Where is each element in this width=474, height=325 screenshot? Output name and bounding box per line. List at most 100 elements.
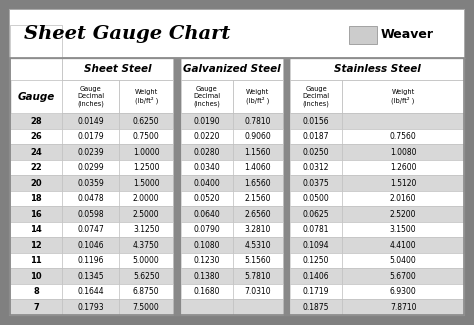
Bar: [290, 237, 342, 253]
Bar: [233, 284, 283, 299]
Text: 1.1560: 1.1560: [245, 148, 271, 157]
Text: 7.5000: 7.5000: [133, 303, 160, 312]
Text: 5.1560: 5.1560: [245, 256, 271, 265]
Text: 10: 10: [30, 272, 42, 281]
Bar: [342, 144, 464, 160]
Bar: [290, 175, 342, 191]
Text: 11: 11: [30, 256, 42, 265]
Bar: [10, 58, 464, 315]
Bar: [62, 58, 173, 80]
Bar: [62, 160, 119, 175]
Bar: [342, 191, 464, 206]
Bar: [181, 268, 233, 284]
Bar: [10, 129, 62, 144]
Bar: [233, 206, 283, 222]
Bar: [342, 284, 464, 299]
Text: 0.0359: 0.0359: [77, 179, 104, 188]
Text: 4.3750: 4.3750: [133, 241, 160, 250]
Text: 0.1875: 0.1875: [303, 303, 329, 312]
Text: 0.9060: 0.9060: [245, 132, 271, 141]
Text: 1.4060: 1.4060: [245, 163, 271, 172]
Text: 0.0220: 0.0220: [193, 132, 220, 141]
Bar: [10, 268, 62, 284]
Bar: [342, 113, 464, 129]
Bar: [342, 175, 464, 191]
Text: 0.0781: 0.0781: [303, 225, 329, 234]
Bar: [233, 191, 283, 206]
Text: 2.6560: 2.6560: [245, 210, 271, 219]
Bar: [181, 206, 233, 222]
Bar: [342, 268, 464, 284]
Bar: [233, 129, 283, 144]
Text: Galvanized Steel: Galvanized Steel: [183, 64, 281, 74]
Bar: [342, 206, 464, 222]
Bar: [233, 160, 283, 175]
Bar: [290, 160, 342, 175]
Bar: [290, 284, 342, 299]
Bar: [233, 268, 283, 284]
Text: 20: 20: [30, 179, 42, 188]
Text: 0.1406: 0.1406: [303, 272, 329, 281]
Text: 0.0598: 0.0598: [77, 210, 104, 219]
Bar: [342, 80, 464, 113]
Bar: [233, 144, 283, 160]
Text: 0.0280: 0.0280: [193, 148, 220, 157]
Bar: [62, 129, 119, 144]
Bar: [181, 237, 233, 253]
Text: 1.0080: 1.0080: [390, 148, 417, 157]
Text: 6.9300: 6.9300: [390, 287, 417, 296]
Text: 0.0400: 0.0400: [193, 179, 220, 188]
Bar: [119, 113, 173, 129]
Text: Gauge
Decimal
(inches): Gauge Decimal (inches): [303, 86, 330, 107]
Bar: [233, 253, 283, 268]
Text: 0.1196: 0.1196: [77, 256, 104, 265]
Text: 16: 16: [30, 210, 42, 219]
Bar: [342, 237, 464, 253]
Text: 1.0000: 1.0000: [133, 148, 160, 157]
Bar: [233, 237, 283, 253]
Text: Gauge
Decimal
(inches): Gauge Decimal (inches): [77, 86, 104, 107]
Text: 5.6250: 5.6250: [133, 272, 160, 281]
Text: 1.5000: 1.5000: [133, 179, 160, 188]
Bar: [62, 206, 119, 222]
Bar: [342, 160, 464, 175]
Text: Sheet Steel: Sheet Steel: [84, 64, 152, 74]
Text: 14: 14: [30, 225, 42, 234]
Text: 1.6560: 1.6560: [245, 179, 271, 188]
Bar: [119, 237, 173, 253]
Text: 1.5120: 1.5120: [390, 179, 416, 188]
Text: 0.1719: 0.1719: [303, 287, 329, 296]
Bar: [290, 58, 464, 80]
Bar: [342, 299, 464, 315]
Bar: [181, 191, 233, 206]
Bar: [62, 222, 119, 237]
Bar: [290, 222, 342, 237]
Bar: [10, 191, 62, 206]
Bar: [119, 206, 173, 222]
Bar: [181, 80, 233, 113]
Bar: [119, 253, 173, 268]
Bar: [119, 80, 173, 113]
Text: 0.0790: 0.0790: [193, 225, 220, 234]
Bar: [10, 58, 464, 315]
Text: 0.0747: 0.0747: [77, 225, 104, 234]
Text: 0.0640: 0.0640: [193, 210, 220, 219]
Bar: [10, 299, 62, 315]
Text: 0.1644: 0.1644: [77, 287, 104, 296]
Text: 0.0340: 0.0340: [193, 163, 220, 172]
Text: 0.7560: 0.7560: [390, 132, 417, 141]
Text: 7: 7: [33, 303, 39, 312]
Text: 0.0190: 0.0190: [193, 117, 220, 125]
Bar: [62, 175, 119, 191]
Text: 0.0520: 0.0520: [193, 194, 220, 203]
Bar: [62, 284, 119, 299]
Text: 0.1380: 0.1380: [193, 272, 220, 281]
Text: 5.6700: 5.6700: [390, 272, 417, 281]
Text: 0.1793: 0.1793: [77, 303, 104, 312]
Bar: [62, 237, 119, 253]
Text: Sheet Gauge Chart: Sheet Gauge Chart: [24, 25, 230, 43]
Text: 0.0187: 0.0187: [303, 132, 329, 141]
Bar: [181, 144, 233, 160]
Text: 18: 18: [30, 194, 42, 203]
Bar: [290, 191, 342, 206]
